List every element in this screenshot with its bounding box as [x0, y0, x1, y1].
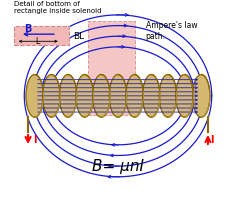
Ellipse shape	[43, 75, 60, 117]
Text: BL: BL	[73, 32, 84, 41]
Text: Ampere's law
path.: Ampere's law path.	[146, 21, 197, 41]
Ellipse shape	[76, 75, 93, 117]
Ellipse shape	[126, 75, 143, 117]
Ellipse shape	[159, 75, 177, 117]
Text: B: B	[24, 24, 32, 34]
Ellipse shape	[143, 75, 160, 117]
Bar	[14, 26, 69, 45]
Ellipse shape	[59, 75, 77, 117]
Text: L: L	[35, 37, 39, 46]
Bar	[26, 88, 210, 104]
Text: I: I	[210, 135, 214, 145]
Bar	[88, 21, 135, 115]
Ellipse shape	[109, 75, 127, 117]
Text: I: I	[34, 135, 37, 145]
Text: B= μnI: B= μnI	[92, 159, 144, 174]
Ellipse shape	[93, 75, 110, 117]
Ellipse shape	[26, 75, 43, 117]
Ellipse shape	[176, 75, 193, 117]
Ellipse shape	[193, 75, 210, 117]
Text: Detail of bottom of
rectangle inside solenoid: Detail of bottom of rectangle inside sol…	[14, 1, 101, 14]
